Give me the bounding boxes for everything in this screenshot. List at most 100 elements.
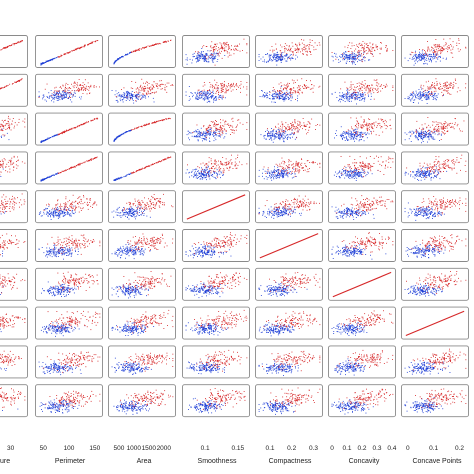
- scatter-point-r2-c1: [61, 132, 63, 133]
- scatter-point-r0-c4: [277, 60, 279, 62]
- scatter-point-r1-c2: [131, 97, 133, 99]
- scatter-point-r2-c4: [287, 134, 289, 136]
- scatter-point-r1-c3: [207, 97, 209, 99]
- scatter-point-r2-c6: [441, 124, 443, 126]
- scatter-point-r1-c1: [65, 96, 67, 98]
- scatter-point-r0-c6: [428, 57, 429, 59]
- scatter-point-r0-c6: [410, 54, 412, 56]
- scatter-point-r1-c6: [448, 88, 449, 89]
- scatter-point-r0-c1: [55, 57, 57, 59]
- scatter-point-r2-c4: [284, 135, 286, 137]
- scatter-point-r2-c6: [429, 134, 430, 136]
- scatter-point-r0-c5: [392, 50, 394, 51]
- scatter-point-r0-c2: [115, 60, 117, 61]
- scatter-point-r1-c2: [152, 97, 154, 99]
- scatter-point-r1-c6: [413, 91, 414, 93]
- scatter-point-r0-c3: [203, 60, 205, 62]
- scatter-point-r1-c5: [361, 96, 363, 98]
- scatter-point-r1-c6: [415, 97, 417, 98]
- scatter-point-r2-c6: [424, 133, 426, 135]
- scatter-point-r2-c4: [292, 136, 293, 138]
- scatter-point-r2-c0: [8, 127, 10, 128]
- scatter-point-r0-c6: [451, 52, 453, 54]
- scatter-point-r1-c3: [199, 94, 201, 96]
- scatter-point-r2-c3: [205, 136, 207, 138]
- scatter-point-r0-c3: [189, 58, 191, 60]
- scatter-point-r1-c2: [144, 94, 145, 96]
- scatter-point-r1-c4: [298, 93, 300, 95]
- scatter-point-r2-c4: [291, 132, 293, 134]
- scatter-point-r0-c3: [195, 58, 197, 59]
- scatter-point-r0-c6: [434, 52, 436, 53]
- panel-r2-c3: [182, 112, 250, 146]
- scatter-point-r0-c6: [437, 45, 439, 47]
- scatter-point-r1-c4: [287, 92, 289, 94]
- scatter-point-r2-c3: [219, 133, 221, 135]
- scatter-point-r2-c6: [404, 132, 406, 134]
- scatter-point-r0-c2: [129, 52, 131, 53]
- scatter-point-r0-c3: [227, 48, 229, 50]
- scatter-point-r0-c6: [447, 51, 448, 53]
- scatter-point-r1-c6: [423, 95, 425, 96]
- scatter-point-r2-c4: [266, 129, 268, 131]
- scatter-point-r0-c2: [155, 43, 157, 45]
- scatter-point-r1-c1: [78, 90, 79, 92]
- panel-border-r0-c5: [328, 35, 396, 68]
- scatter-point-r0-c6: [420, 56, 422, 58]
- scatter-point-r1-c2: [160, 84, 161, 86]
- scatter-point-r1-c3: [207, 93, 209, 94]
- scatter-point-r0-c6: [436, 46, 438, 48]
- scatter-point-r1-c4: [275, 93, 277, 95]
- scatter-point-r3-c0: [11, 157, 13, 159]
- scatter-point-r2-c5: [353, 132, 355, 133]
- scatter-point-r2-c5: [368, 126, 370, 128]
- scatter-point-r0-c3: [203, 45, 205, 47]
- scatter-point-r2-c3: [246, 129, 248, 130]
- scatter-point-r2-c3: [221, 131, 223, 133]
- scatter-point-r0-c4: [296, 44, 298, 46]
- scatter-point-r0-c3: [205, 54, 207, 55]
- scatter-point-r2-c2: [168, 118, 169, 119]
- scatter-point-r0-c5: [351, 61, 353, 62]
- scatter-point-r1-c3: [213, 99, 215, 101]
- scatter-point-r1-c4: [277, 97, 278, 99]
- scatter-point-r1-c6: [427, 86, 429, 88]
- scatter-point-r2-c2: [114, 138, 116, 140]
- scatter-point-r1-c3: [216, 99, 217, 101]
- scatter-point-r0-c5: [340, 56, 342, 58]
- scatter-point-r0-c4: [275, 55, 277, 56]
- scatter-point-r1-c1: [74, 85, 76, 87]
- scatter-point-r1-c5: [350, 100, 352, 102]
- scatter-point-r2-c4: [283, 140, 285, 142]
- scatter-point-r1-c5: [346, 93, 347, 95]
- scatter-point-r3-c0: [2, 167, 4, 169]
- scatter-point-r2-c6: [419, 132, 421, 134]
- scatter-point-r2-c4: [269, 133, 271, 135]
- scatter-point-r1-c4: [277, 91, 279, 93]
- scatter-point-r1-c6: [421, 100, 423, 101]
- scatter-point-r0-c2: [138, 48, 139, 50]
- scatter-point-r0-c4: [308, 46, 310, 48]
- scatter-point-r2-c3: [197, 129, 199, 130]
- scatter-point-r0-c5: [349, 61, 350, 62]
- scatter-point-r2-c4: [308, 127, 310, 128]
- scatter-point-r0-c5: [369, 50, 371, 52]
- scatter-point-r0-c4: [306, 50, 308, 52]
- scatter-point-r2-c1: [62, 132, 64, 134]
- scatter-point-r1-c3: [233, 82, 234, 84]
- scatter-point-r1-c1: [70, 99, 71, 101]
- scatter-point-r0-c3: [221, 46, 222, 48]
- scatter-point-r2-c4: [298, 129, 300, 131]
- scatter-point-r0-c5: [352, 63, 353, 65]
- scatter-point-r1-c3: [221, 95, 223, 97]
- scatter-point-r1-c3: [211, 85, 213, 87]
- scatter-point-r0-c4: [296, 48, 298, 50]
- scatter-point-r2-c0: [0, 123, 2, 125]
- scatter-point-r2-c5: [375, 134, 377, 136]
- scatter-point-r2-c3: [219, 128, 220, 130]
- scatter-point-r1-c3: [210, 96, 212, 98]
- scatter-point-r0-c4: [280, 50, 282, 52]
- scatter-point-r2-c4: [280, 125, 281, 127]
- scatter-point-r1-c4: [280, 97, 282, 99]
- scatter-point-r1-c3: [217, 87, 219, 89]
